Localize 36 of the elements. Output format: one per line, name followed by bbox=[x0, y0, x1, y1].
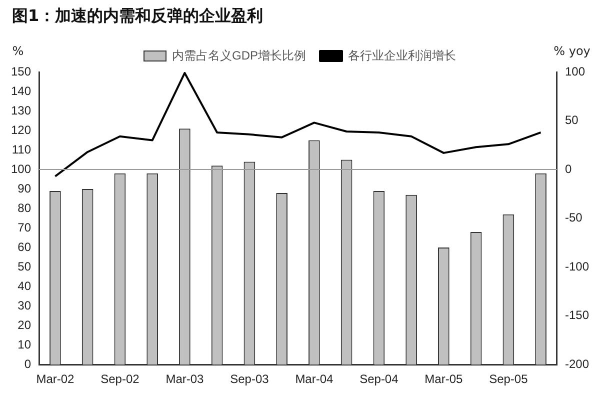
x-tick-label: Sep-03 bbox=[230, 372, 270, 386]
y-tick-label: 80 bbox=[18, 200, 32, 215]
y2-tick-label: -50 bbox=[564, 210, 583, 225]
y2-tick-label: 100 bbox=[564, 64, 586, 78]
x-tick-label: Mar-02 bbox=[36, 372, 75, 386]
y-tick-label: 60 bbox=[18, 240, 32, 254]
y-tick-label: 40 bbox=[18, 278, 32, 293]
y-tick-label: 130 bbox=[10, 103, 32, 118]
y-tick-label: 100 bbox=[10, 162, 32, 176]
y-tick-label: 120 bbox=[10, 122, 32, 137]
x-tick-label: Sep-05 bbox=[489, 372, 528, 386]
y2-tick-label: -150 bbox=[564, 308, 590, 322]
legend-label: 内需占名义GDP增长比例 bbox=[172, 48, 306, 62]
y2-tick-label: -100 bbox=[564, 259, 590, 274]
y2-axis-title: % yoy bbox=[554, 44, 590, 58]
y-tick-label: 0 bbox=[24, 356, 32, 371]
y-tick-label: 30 bbox=[18, 298, 32, 312]
x-tick-label: Mar-03 bbox=[166, 372, 204, 386]
y-tick-label: 50 bbox=[18, 259, 32, 274]
y-tick-label: 70 bbox=[18, 220, 32, 234]
chart-title: 图1：加速的内需和反弹的企业盈利 bbox=[12, 6, 264, 27]
y2-tick-label: 0 bbox=[564, 162, 572, 176]
y2-tick-label: -200 bbox=[564, 356, 590, 371]
y-axis-title: % bbox=[12, 44, 24, 58]
y-tick-label: 110 bbox=[12, 142, 32, 156]
y-tick-label: 10 bbox=[18, 337, 32, 352]
y-tick-label: 20 bbox=[18, 318, 32, 332]
y-tick-label: 150 bbox=[10, 64, 32, 78]
x-tick-label: Sep-04 bbox=[360, 372, 399, 386]
legend-label: 各行业企业利润增长 bbox=[348, 48, 456, 62]
x-tick-label: Mar-04 bbox=[295, 372, 334, 386]
y-tick-label: 140 bbox=[10, 84, 32, 98]
x-tick-label: Sep-02 bbox=[100, 372, 140, 386]
y2-tick-label: 50 bbox=[564, 113, 579, 128]
y-tick-label: 90 bbox=[18, 181, 32, 196]
x-tick-label: Mar-05 bbox=[424, 372, 464, 386]
